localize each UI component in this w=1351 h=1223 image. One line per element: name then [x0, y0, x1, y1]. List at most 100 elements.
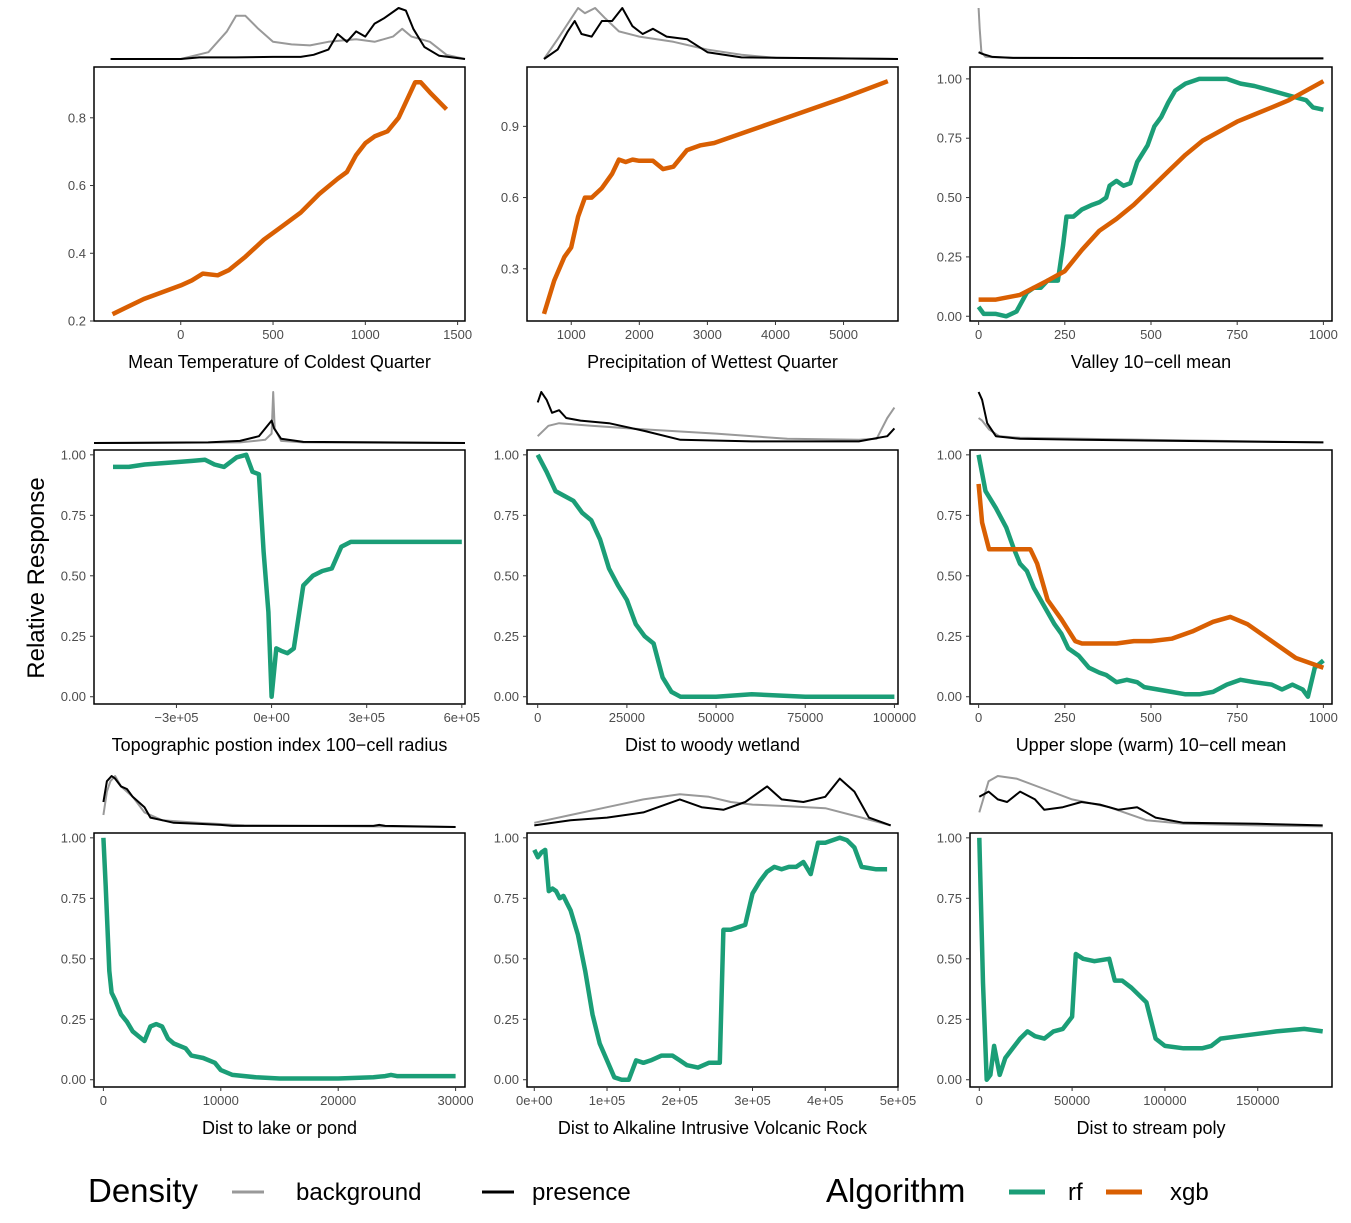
panel-frame — [969, 449, 1333, 705]
y-tick-label: 1.00 — [937, 830, 962, 845]
series-group — [977, 837, 1324, 1082]
y-tick-label: 1.00 — [494, 830, 519, 845]
x-tick-label: 1e+05 — [589, 1093, 626, 1108]
y-tick-label: 0.50 — [494, 568, 519, 583]
y-tick-label: 0.00 — [61, 1072, 86, 1087]
series-group — [976, 454, 1325, 699]
y-tick-label: 0.25 — [494, 629, 519, 644]
panel-4: 0.00 0.25 0.50 0.75 1.00 −3e+05 0e+00 3e+05 6e+0… — [61, 391, 481, 755]
panel-8: 0.00 0.25 0.50 0.75 1.00 0e+00 1e+05 2e+05 3e+05… — [494, 777, 916, 1138]
x-tick-label: 750 — [1226, 327, 1248, 342]
density-presence-line — [978, 790, 1323, 827]
y-tick-label: 1.00 — [937, 447, 962, 462]
y-tick-label: 0.50 — [61, 951, 86, 966]
x-tick-label: 250 — [1054, 327, 1076, 342]
x-tick-label: 3e+05 — [348, 710, 385, 725]
y-tick-label: 0.75 — [61, 508, 86, 523]
density-background-line — [110, 14, 466, 60]
x-tick-label: 0 — [534, 710, 541, 725]
y-tick-label: 0.2 — [68, 314, 86, 329]
y-tick-label: 0.25 — [937, 629, 962, 644]
y-tick-label: 0.00 — [937, 689, 962, 704]
density-strip — [536, 391, 896, 443]
density-strip — [93, 391, 466, 444]
x-tick-label: 0 — [177, 327, 184, 342]
x-axis-label: Valley 10−cell mean — [1071, 352, 1231, 372]
y-tick-label: 0.50 — [61, 568, 86, 583]
y-tick-label: 0.50 — [937, 951, 962, 966]
series-rf-line — [101, 837, 456, 1081]
series-xgb-line — [976, 483, 1325, 670]
y-tick-label: 0.8 — [68, 110, 86, 125]
density-background-line — [977, 7, 1324, 60]
panel-3: 0.00 0.25 0.50 0.75 1.00 0 250 500 750 1000 Valley… — [937, 7, 1338, 372]
x-tick-label: 0 — [975, 327, 982, 342]
panel-grid: 0.2 0.4 0.6 0.8 0 500 1000 1500 Mean Temperature… — [61, 7, 1338, 1138]
series-rf-line — [532, 835, 888, 1082]
y-tick-label: 0.9 — [501, 119, 519, 134]
series-group — [101, 837, 456, 1081]
series-rf-line — [976, 76, 1324, 319]
x-tick-label: 4000 — [761, 327, 790, 342]
panel-9: 0.00 0.25 0.50 0.75 1.00 0 50000 100000 150000 Di… — [937, 775, 1333, 1138]
x-axis-label: Topographic postion index 100−cell radiu… — [112, 735, 448, 755]
y-tick-label: 1.00 — [61, 830, 86, 845]
density-background-line — [534, 793, 891, 827]
y-tick-label: 0.50 — [937, 568, 962, 583]
density-presence-line — [110, 7, 466, 60]
x-axis-label: Mean Temperature of Coldest Quarter — [128, 352, 431, 372]
x-tick-label: 250 — [1054, 710, 1076, 725]
x-axis-label: Precipitation of Wettest Quarter — [587, 352, 838, 372]
series-group — [541, 79, 889, 315]
y-tick-label: 1.00 — [937, 71, 962, 86]
legend-item-xgb: xgb — [1170, 1179, 1209, 1206]
x-tick-label: 150000 — [1236, 1093, 1279, 1108]
x-tick-label: 2000 — [625, 327, 654, 342]
series-rf-line — [113, 452, 462, 699]
y-tick-label: 0.75 — [494, 508, 519, 523]
x-tick-label: 3000 — [693, 327, 722, 342]
y-tick-label: 0.75 — [937, 891, 962, 906]
x-tick-label: 2e+05 — [662, 1093, 699, 1108]
y-tick-label: 0.00 — [937, 1072, 962, 1087]
panel-frame — [526, 66, 899, 322]
panel-2: 0.3 0.6 0.9 1000 2000 3000 4000 5000 Precipitati… — [501, 7, 899, 372]
x-axis-label: Dist to Alkaline Intrusive Volcanic Rock — [558, 1118, 868, 1138]
y-tick-label: 0.75 — [61, 891, 86, 906]
y-tick-label: 0.75 — [937, 508, 962, 523]
x-tick-label: 0 — [976, 1093, 983, 1108]
y-tick-label: 0.00 — [494, 1072, 519, 1087]
panel-frame — [93, 66, 466, 322]
density-background-line — [537, 407, 896, 441]
x-tick-label: 10000 — [203, 1093, 239, 1108]
y-tick-label: 0.00 — [494, 689, 519, 704]
y-axis-label: Relative Response — [23, 477, 50, 678]
x-tick-label: 75000 — [787, 710, 823, 725]
density-strip — [534, 777, 892, 827]
density-strip — [102, 775, 456, 828]
density-presence-line — [977, 391, 1324, 444]
x-tick-label: 100000 — [873, 710, 916, 725]
panel-5: 0.00 0.25 0.50 0.75 1.00 0 25000 50000 75000 1000… — [494, 391, 916, 755]
series-group — [976, 76, 1325, 319]
x-tick-label: 6e+05 — [444, 710, 481, 725]
x-tick-label: 500 — [262, 327, 284, 342]
x-axis-label: Dist to stream poly — [1076, 1118, 1225, 1138]
y-tick-label: 0.75 — [494, 891, 519, 906]
x-tick-label: 500 — [1140, 710, 1162, 725]
x-tick-label: 5000 — [829, 327, 858, 342]
series-group — [535, 453, 895, 699]
density-strip — [978, 775, 1323, 828]
x-tick-label: 4e+05 — [807, 1093, 844, 1108]
y-tick-label: 0.75 — [937, 131, 962, 146]
x-tick-label: 1500 — [443, 327, 472, 342]
series-xgb-line — [541, 79, 889, 315]
y-tick-label: 0.25 — [937, 1012, 962, 1027]
algorithm-legend: Algorithm rf xgb — [826, 1172, 1209, 1209]
density-strip — [110, 7, 466, 60]
x-tick-label: 3e+05 — [734, 1093, 771, 1108]
y-tick-label: 0.00 — [61, 689, 86, 704]
x-tick-label: 0e+00 — [516, 1093, 553, 1108]
x-tick-label: 1000 — [1309, 710, 1338, 725]
